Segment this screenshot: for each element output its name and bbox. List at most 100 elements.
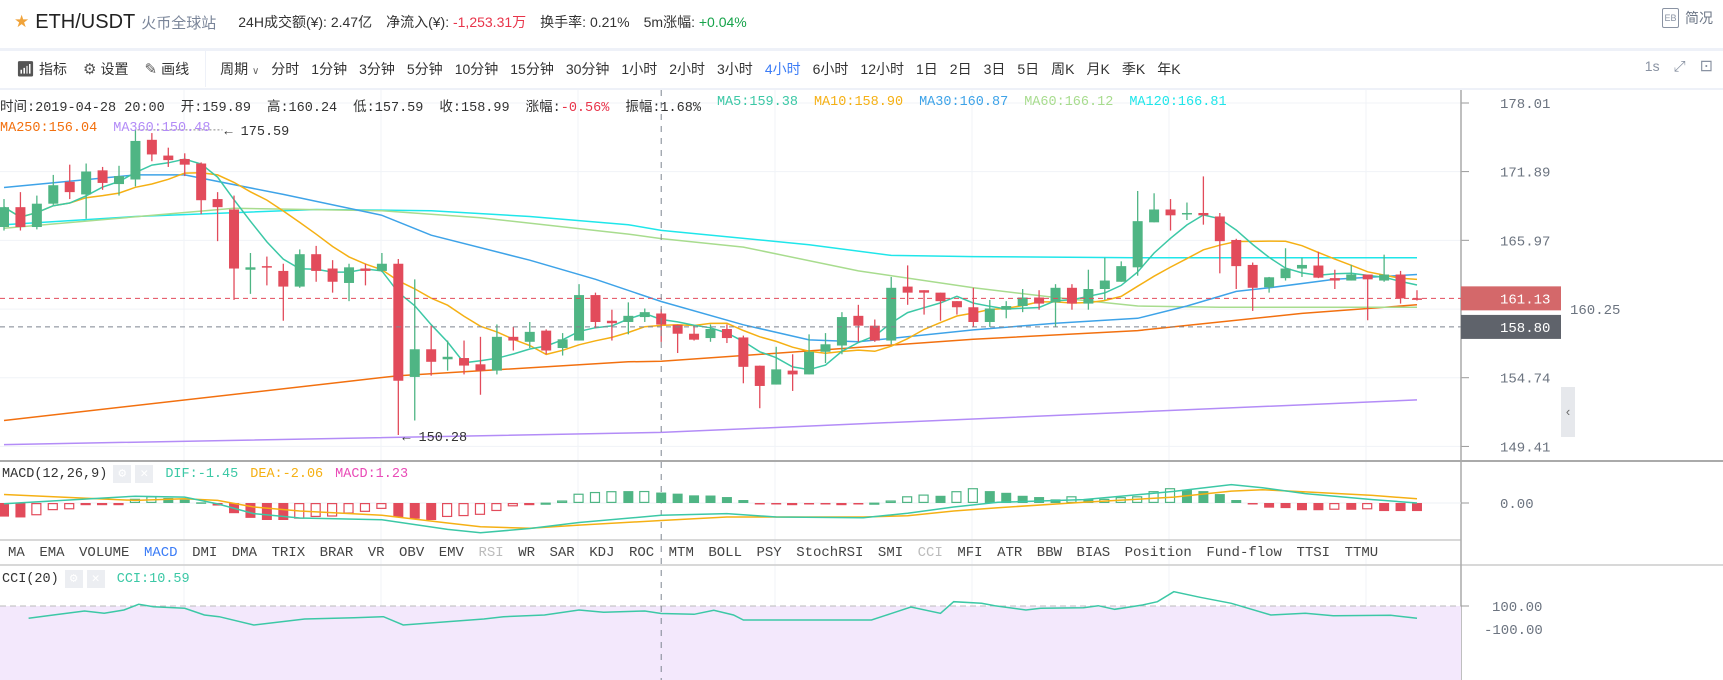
period-18[interactable]: 月K xyxy=(1086,61,1110,77)
period-8[interactable]: 2小时 xyxy=(669,61,706,77)
macd-settings-icon[interactable]: ⚙ xyxy=(113,465,132,483)
period-0[interactable]: 分时 xyxy=(271,61,300,77)
indicator-tab-dma[interactable]: DMA xyxy=(231,545,257,561)
period-16[interactable]: 5日 xyxy=(1017,61,1040,77)
indicator-tab-cci[interactable]: CCI xyxy=(917,545,943,561)
indicator-tab-trix[interactable]: TRIX xyxy=(271,545,306,561)
period-20[interactable]: 年K xyxy=(1157,61,1181,77)
indicator-tab-roc[interactable]: ROC xyxy=(628,545,655,561)
indicator-tab-boll[interactable]: BOLL xyxy=(708,545,742,561)
candle xyxy=(820,333,831,364)
candle-body xyxy=(1346,274,1357,281)
candle xyxy=(311,245,322,282)
macd-bar xyxy=(1280,503,1291,509)
period-19[interactable]: 季K xyxy=(1121,61,1146,77)
indicator-tab-dmi[interactable]: DMI xyxy=(192,545,218,561)
candle-body xyxy=(853,315,864,326)
candle-body xyxy=(721,329,732,339)
info-item: 高:160.24 xyxy=(266,101,338,116)
period-4[interactable]: 10分钟 xyxy=(454,61,499,77)
macd-bar xyxy=(951,491,962,504)
indicator-tab-atr[interactable]: ATR xyxy=(997,545,1023,561)
cci-title: CCI(20) xyxy=(2,571,59,587)
period-12[interactable]: 12小时 xyxy=(860,61,904,77)
indicator-tab-volume[interactable]: VOLUME xyxy=(79,545,130,561)
cci-value: CCI:10.59 xyxy=(116,571,190,587)
indicator-tab-mfi[interactable]: MFI xyxy=(957,545,983,561)
draw-button[interactable]: ✎ 画线 xyxy=(145,59,190,79)
indicator-tab-fund-flow[interactable]: Fund-flow xyxy=(1206,545,1282,561)
period-10[interactable]: 4小时 xyxy=(764,61,801,77)
stat-label: 换手率: xyxy=(540,14,590,30)
candle-body xyxy=(869,325,880,341)
price-axis-label: 160.25 xyxy=(1570,303,1620,319)
max-price-annotation: ← 175.59 xyxy=(224,125,289,140)
candle xyxy=(409,279,420,421)
candle xyxy=(393,258,404,436)
indicator-tab-macd[interactable]: MACD xyxy=(143,545,178,561)
price-axis-label: 165.97 xyxy=(1500,234,1550,250)
indicator-tab-ema[interactable]: EMA xyxy=(39,545,65,561)
period-2[interactable]: 3分钟 xyxy=(359,61,395,77)
candle xyxy=(261,256,272,286)
period-6[interactable]: 30分钟 xyxy=(565,61,610,77)
indicator-tab-obv[interactable]: OBV xyxy=(399,545,425,561)
macd-bar xyxy=(540,502,551,505)
candle xyxy=(1083,269,1094,310)
indicator-tab-position[interactable]: Position xyxy=(1124,545,1192,561)
indicator-tab-stochrsi[interactable]: StochRSI xyxy=(796,545,864,561)
period-9[interactable]: 3小时 xyxy=(717,61,753,77)
period-3[interactable]: 5分钟 xyxy=(406,61,443,77)
period-11[interactable]: 6小时 xyxy=(812,61,849,77)
macd-bar xyxy=(96,503,108,506)
indicator-tab-wr[interactable]: WR xyxy=(518,545,535,561)
indicator-tab-ttsi[interactable]: TTSI xyxy=(1296,545,1331,561)
indicator-tab-vr[interactable]: VR xyxy=(367,545,385,561)
candle-body xyxy=(459,358,470,366)
candle-body xyxy=(393,263,404,381)
cci-settings-icon[interactable]: ⚙ xyxy=(64,570,83,588)
macd-bar xyxy=(310,503,321,518)
candle-body xyxy=(705,329,716,339)
indicator-tab-sar[interactable]: SAR xyxy=(549,545,575,561)
refresh-interval[interactable]: 1s xyxy=(1644,58,1660,74)
indicator-tab-bias[interactable]: BIAS xyxy=(1076,545,1111,561)
macd-bar xyxy=(1395,503,1406,512)
cci-close-icon[interactable]: ✕ xyxy=(86,570,105,588)
indicator-tab-bbw[interactable]: BBW xyxy=(1036,545,1063,561)
favorite-star-icon[interactable]: ★ xyxy=(14,12,30,31)
summary-button[interactable]: EB 简况 xyxy=(1662,8,1713,28)
indicators-button[interactable]: 📶︎ 指标 xyxy=(16,59,67,79)
candle-body xyxy=(1034,297,1045,304)
settings-button[interactable]: ⚙ 设置 xyxy=(83,59,128,79)
candle xyxy=(15,192,26,231)
macd-title: MACD(12,26,9) xyxy=(2,466,108,482)
indicator-tab-emv[interactable]: EMV xyxy=(438,545,464,561)
dea-line xyxy=(3,488,1418,530)
indicator-tab-psy[interactable]: PSY xyxy=(756,545,782,561)
period-15[interactable]: 3日 xyxy=(983,61,1006,77)
indicator-tab-mtm[interactable]: MTM xyxy=(668,545,694,561)
candle xyxy=(179,153,190,177)
indicator-tab-ma[interactable]: MA xyxy=(8,545,25,561)
macd-close-icon[interactable]: ✕ xyxy=(135,465,154,483)
candle xyxy=(376,253,387,273)
screenshot-icon[interactable]: ⊡ xyxy=(1699,58,1713,75)
indicator-tab-ttmu[interactable]: TTMU xyxy=(1344,545,1379,561)
indicator-tab-smi[interactable]: SMI xyxy=(877,545,904,561)
indicator-tab-rsi[interactable]: RSI xyxy=(478,545,504,561)
period-13[interactable]: 1日 xyxy=(915,61,938,77)
indicator-tab-brar[interactable]: BRAR xyxy=(319,545,354,561)
period-14[interactable]: 2日 xyxy=(949,61,972,77)
period-7[interactable]: 1小时 xyxy=(621,61,658,77)
period-17[interactable]: 周K xyxy=(1051,61,1075,77)
period-dropdown[interactable]: 周期 ∨ xyxy=(220,59,259,79)
panel-collapse-button[interactable]: ‹ xyxy=(1561,387,1575,437)
indicator-tab-kdj[interactable]: KDJ xyxy=(589,545,615,561)
period-1[interactable]: 1分钟 xyxy=(311,61,348,77)
expand-icon[interactable]: ⤢ xyxy=(1673,57,1686,75)
period-5[interactable]: 15分钟 xyxy=(510,61,554,77)
info-item: 低:157.59 xyxy=(353,101,424,116)
candle-body xyxy=(1165,209,1176,216)
